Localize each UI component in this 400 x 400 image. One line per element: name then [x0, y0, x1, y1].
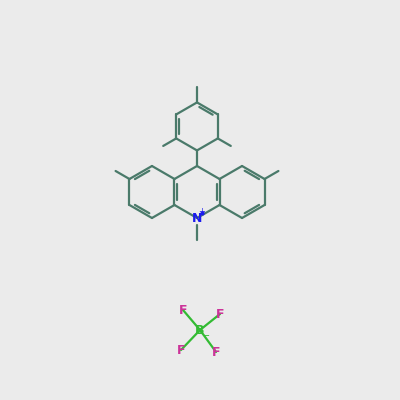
Text: F: F — [177, 344, 185, 356]
Text: F: F — [179, 304, 187, 316]
Text: −: − — [202, 331, 210, 341]
Text: N: N — [192, 212, 202, 224]
Text: F: F — [216, 308, 224, 320]
Text: B: B — [195, 324, 205, 336]
Text: +: + — [198, 208, 206, 216]
Text: F: F — [212, 346, 220, 358]
